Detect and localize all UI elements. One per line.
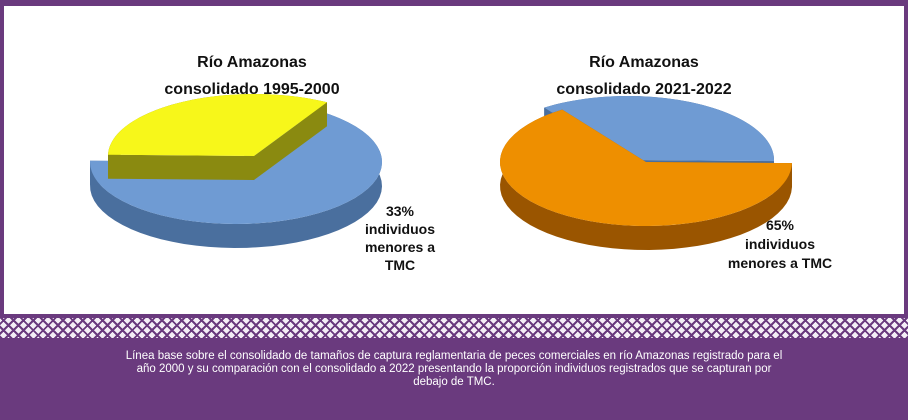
slice-top xyxy=(499,109,792,226)
chart-1-slice-2 xyxy=(108,93,328,180)
chart-1-data-label-line-3: menores a xyxy=(365,239,435,255)
top-border xyxy=(0,0,908,6)
pie-charts: Río Amazonas consolidado 1995-2000 33% i… xyxy=(90,54,832,273)
chart-2-data-label-line-1: 65% xyxy=(766,217,795,233)
chart-1-data-label-line-2: individuos xyxy=(365,221,435,237)
chart-1: Río Amazonas consolidado 1995-2000 33% i… xyxy=(90,54,435,273)
chart-2-title-line-2: consolidado 2021-2022 xyxy=(556,81,731,98)
chevron-pattern-divider xyxy=(0,318,908,338)
slice-top xyxy=(544,95,774,162)
chart-2-title-line-1: Río Amazonas xyxy=(589,54,699,71)
chart-1-title-line-1: Río Amazonas xyxy=(197,54,307,71)
chart-1-title-line-2: consolidado 1995-2000 xyxy=(164,81,339,98)
chart-2-data-label-line-2: individuos xyxy=(745,236,815,252)
chart-1-data-label-line-1: 33% xyxy=(386,203,415,219)
slice-wall xyxy=(254,102,327,180)
chart-2-data-label-line-3: menores a TMC xyxy=(728,255,832,271)
caption-band xyxy=(0,338,908,420)
slice-top xyxy=(108,93,328,156)
chart-2-slice-2 xyxy=(499,109,792,250)
slice-wall xyxy=(108,154,255,180)
chart-1-pie xyxy=(90,93,382,248)
chart-2-pie xyxy=(499,95,792,250)
figure-caption: Línea base sobre el consolidado de tamañ… xyxy=(125,350,783,388)
chart-1-data-label-line-4: TMC xyxy=(385,257,415,273)
chart-2: Río Amazonas consolidado 2021-2022 65% i… xyxy=(499,54,832,271)
